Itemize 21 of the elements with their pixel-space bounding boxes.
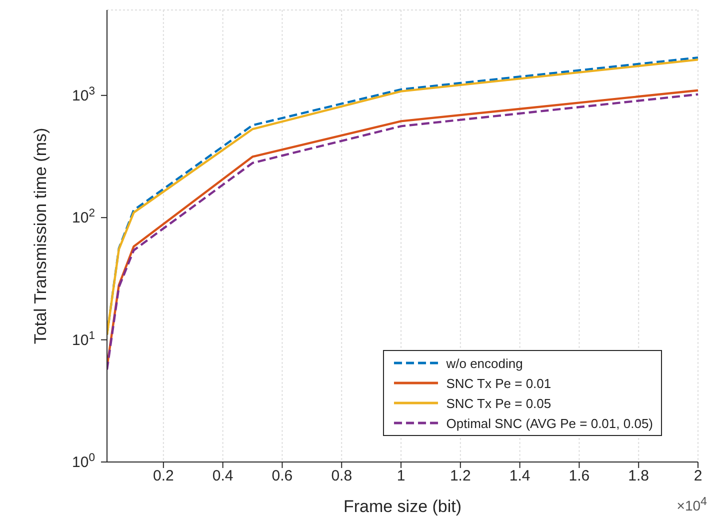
legend-label: SNC Tx Pe = 0.01 <box>446 376 552 390</box>
legend-label: SNC Tx Pe = 0.05 <box>446 396 552 410</box>
x-tick-label: 1.6 <box>568 468 590 485</box>
legend-label: Optimal SNC (AVG Pe = 0.01, 0.05) <box>446 416 653 430</box>
y-tick-label: 10$^{0}$ <box>72 452 95 471</box>
x-tick-label: 0.8 <box>331 468 352 485</box>
y-axis-title: Total Transmission time (ms) <box>31 128 50 344</box>
legend-label: w/o encoding <box>446 356 523 370</box>
x-tick-label: 0.6 <box>272 468 293 485</box>
x-tick-label: 1 <box>396 468 406 485</box>
text: ×10$^{4}$ <box>676 495 707 514</box>
y-tick-label: 10$^{2}$ <box>72 208 95 227</box>
x-tick-label: 1.8 <box>628 468 650 485</box>
x-axis-title: Frame size (bit) <box>343 497 462 516</box>
x-tick-label: 1.4 <box>509 468 530 485</box>
x-tick-label: 0.4 <box>212 468 234 485</box>
x-tick-label: 0.2 <box>152 468 174 485</box>
x-tick-label: 2 <box>694 468 702 485</box>
x-tick-label: 1.2 <box>450 468 471 485</box>
y-tick-label: 10$^{1}$ <box>72 330 95 349</box>
y-tick-label: 10$^{3}$ <box>72 85 95 104</box>
